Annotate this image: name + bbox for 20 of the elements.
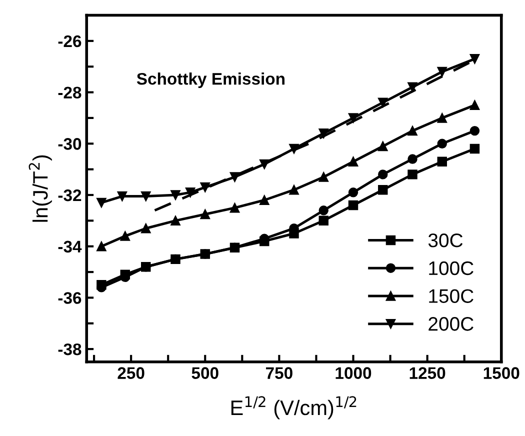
- legend-label: 200C: [428, 317, 474, 331]
- y-axis-title: ln(J/T$^{2}$): [28, 155, 52, 222]
- x-tick-label: 1000: [336, 367, 372, 379]
- y-tick-label: -36: [58, 292, 82, 304]
- y-tick-label: -38: [58, 343, 82, 356]
- x-tick-label: 1250: [410, 367, 446, 379]
- legend-label: 150C: [429, 289, 474, 303]
- y-tick-label: -30: [58, 138, 82, 150]
- x-axis-title: E$^{1/2}$ (V/cm)$^{1/2}$: [231, 396, 356, 420]
- y-tick-label: -32: [58, 189, 82, 202]
- y-tick-label: -28: [58, 86, 82, 98]
- y-tick-label: -34: [58, 240, 82, 253]
- x-tick-label: 250: [118, 367, 144, 379]
- legend-label: 30C: [428, 234, 463, 248]
- x-tick-label: 1500: [484, 367, 520, 379]
- legend-label: 100C: [429, 261, 474, 276]
- y-tick-label: -26: [58, 35, 82, 48]
- annotation: Schottky Emission: [136, 72, 284, 88]
- x-tick-label: 500: [192, 367, 218, 379]
- x-tick-label: 750: [266, 367, 292, 379]
